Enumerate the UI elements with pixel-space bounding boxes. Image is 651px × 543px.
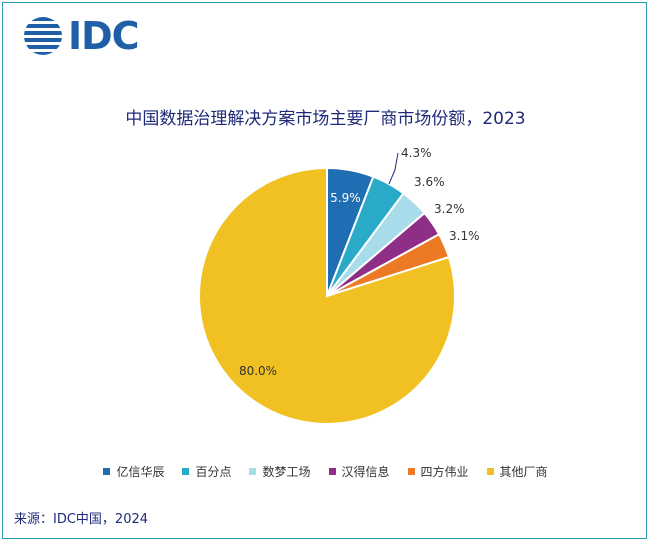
- legend-label: 其他厂商: [499, 465, 548, 479]
- slice-label-4: 3.2%: [434, 202, 465, 216]
- legend-swatch: [407, 468, 415, 475]
- slice-label-6: 80.0%: [239, 364, 277, 378]
- legend-swatch: [182, 468, 190, 475]
- legend-label: 百分点: [195, 465, 232, 479]
- legend-label: 四方伟业: [420, 465, 469, 479]
- slice-label-3: 3.6%: [414, 175, 445, 189]
- slice-label-5: 3.1%: [449, 229, 480, 243]
- idc-logo: IDC: [22, 14, 152, 58]
- legend-swatch: [328, 468, 336, 475]
- pie-chart: 5.9% 4.3% 3.6% 3.2% 3.1% 80.0%: [198, 146, 480, 425]
- chart-title: 中国数据治理解决方案市场主要厂商市场份额，2023: [125, 109, 526, 129]
- leader-line-2: [388, 152, 399, 185]
- logo-text: IDC: [68, 14, 140, 58]
- legend-item-3: 数梦工场: [249, 463, 311, 480]
- legend-label: 汉得信息: [341, 465, 390, 479]
- source-note: 来源：IDC中国，2024: [14, 512, 149, 527]
- legend-item-5: 四方伟业: [407, 463, 469, 480]
- legend-item-6: 其他厂商: [486, 463, 548, 480]
- chart-legend: 亿信华辰 百分点 数梦工场 汉得信息 四方伟业 其他厂商: [0, 463, 651, 480]
- pie-slice-6: [198, 166, 456, 425]
- legend-swatch: [249, 468, 257, 475]
- legend-label: 亿信华辰: [116, 465, 165, 479]
- legend-label: 数梦工场: [262, 465, 311, 479]
- slice-label-2: 4.3%: [401, 146, 432, 160]
- legend-item-2: 百分点: [182, 463, 231, 480]
- legend-swatch: [103, 468, 111, 475]
- legend-item-1: 亿信华辰: [103, 463, 164, 480]
- slice-label-1: 5.9%: [330, 191, 361, 205]
- legend-item-4: 汉得信息: [328, 463, 390, 480]
- legend-swatch: [486, 468, 494, 475]
- idc-globe-icon: [24, 17, 62, 55]
